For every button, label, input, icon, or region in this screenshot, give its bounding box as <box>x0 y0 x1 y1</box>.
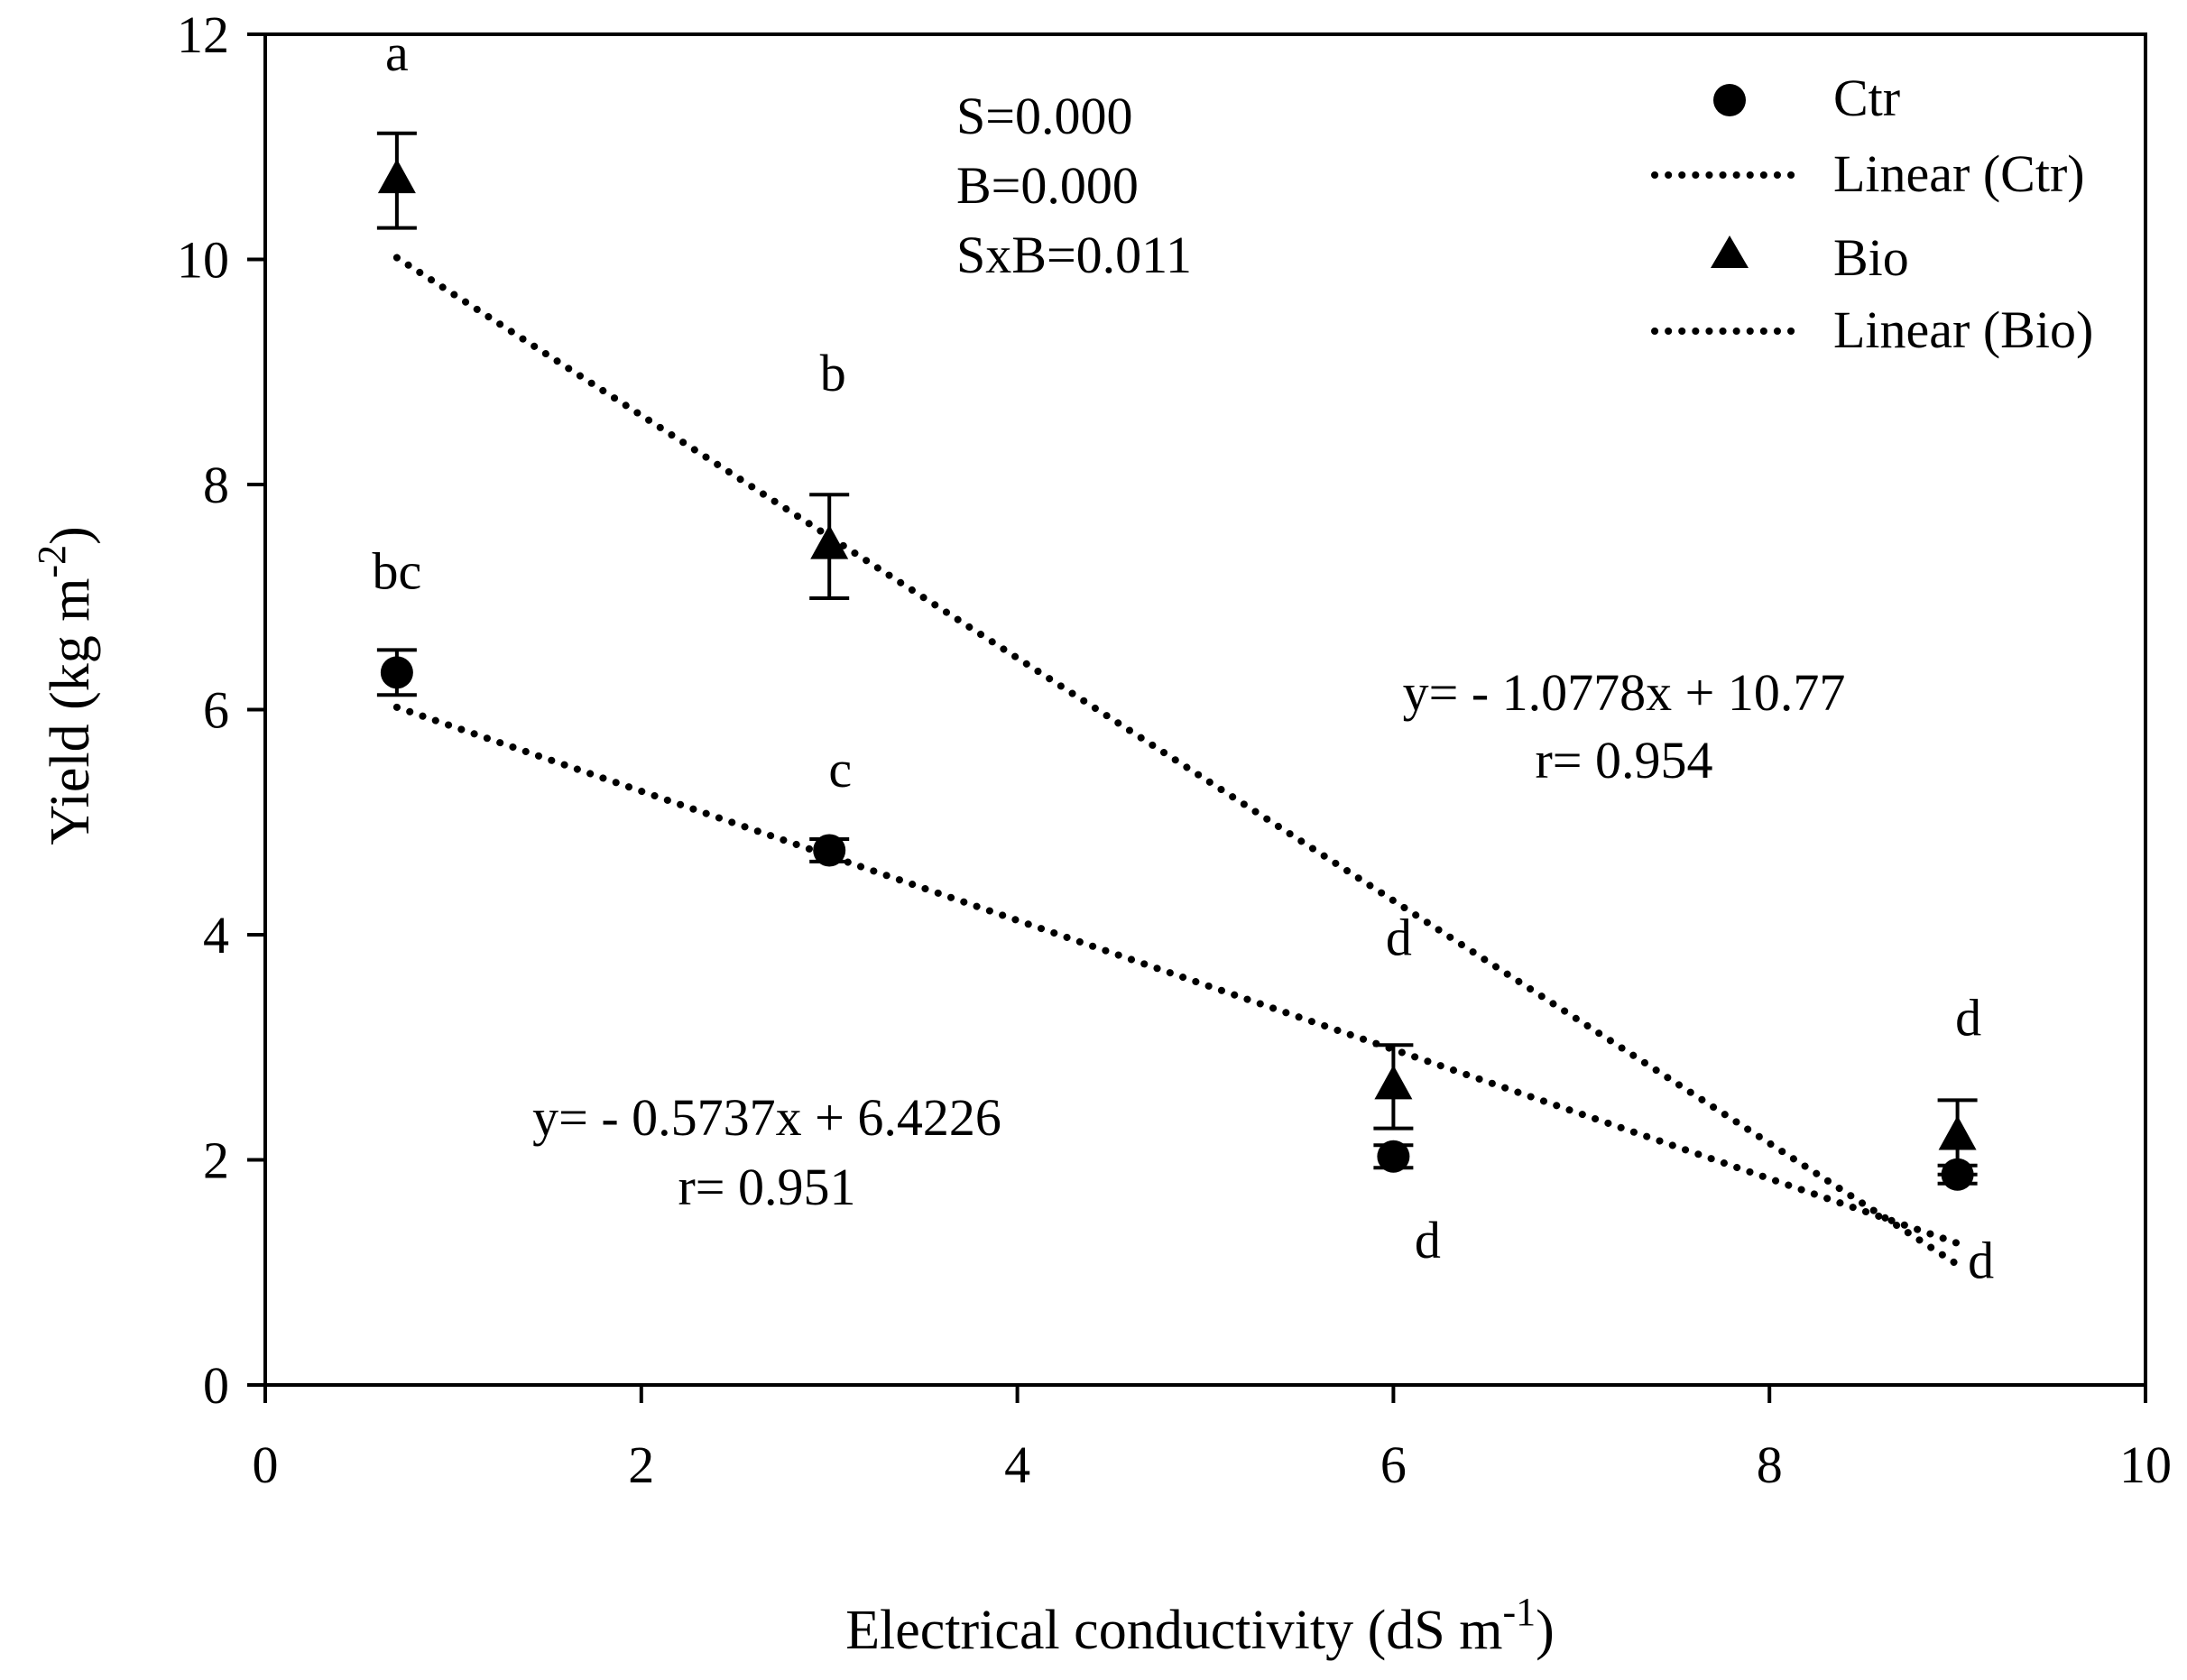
y-tick-label: 10 <box>177 231 229 290</box>
bio-point <box>1938 1115 1977 1150</box>
data-points <box>377 159 1977 1191</box>
legend-bio-label: Bio <box>1833 228 1909 287</box>
bio-r-value: r= 0.954 <box>1535 731 1712 789</box>
y-tick-label: 0 <box>203 1356 229 1415</box>
ctr-point <box>1941 1158 1974 1191</box>
ctr-significance-letter: bc <box>373 541 422 600</box>
significance-letters: bc c d d a b d d <box>373 23 1995 1290</box>
x-tick-label: 10 <box>2119 1435 2172 1494</box>
bio-point <box>1374 1065 1413 1100</box>
legend: Ctr Linear (Ctr) Bio Linear (Bio) <box>1651 69 2093 359</box>
bio-significance-letter: d <box>1955 988 1981 1047</box>
bio-significance-letter: a <box>385 23 409 82</box>
x-tick-label: 2 <box>628 1435 654 1494</box>
annotation-s: S=0.000 <box>956 87 1132 145</box>
y-axis-title: Yield (kg m-2) <box>30 526 101 845</box>
ctr-trendline <box>392 703 1961 1247</box>
legend-ctr-linear-label: Linear (Ctr) <box>1833 144 2085 203</box>
ctr-significance-letter: d <box>1415 1211 1441 1269</box>
trendlines <box>392 254 1961 1269</box>
ctr-point <box>1377 1140 1410 1173</box>
x-tick-label: 0 <box>253 1435 279 1494</box>
bio-point <box>810 524 849 559</box>
bio-trendline <box>392 254 1961 1269</box>
legend-ctr-label: Ctr <box>1833 69 1900 127</box>
annotation-b: B=0.000 <box>956 156 1139 215</box>
x-tick-label: 6 <box>1380 1435 1407 1494</box>
ctr-r-value: r= 0.951 <box>678 1158 855 1216</box>
bio-equation: y= - 1.0778x + 10.77 <box>1403 663 1846 722</box>
y-tick-label: 6 <box>203 681 229 740</box>
y-axis: 0 2 4 6 8 10 12 <box>177 5 265 1415</box>
legend-bio-linear-label: Linear (Bio) <box>1833 300 2093 359</box>
ctr-point <box>380 656 413 689</box>
ctr-significance-letter: c <box>828 740 852 798</box>
x-axis-title: Electrical conductivity (dS m-1) <box>845 1590 1555 1661</box>
y-tick-label: 4 <box>203 906 229 965</box>
ctr-equation: y= - 0.5737x + 6.4226 <box>532 1088 1001 1147</box>
bio-significance-letter: b <box>820 344 846 402</box>
ctr-point <box>813 834 846 867</box>
x-tick-label: 4 <box>1004 1435 1030 1494</box>
legend-ctr-marker <box>1713 84 1746 116</box>
annotation-sxb: SxB=0.011 <box>956 226 1192 284</box>
x-tick-label: 8 <box>1757 1435 1783 1494</box>
ctr-significance-letter: d <box>1968 1232 1994 1290</box>
bio-significance-letter: d <box>1386 908 1412 966</box>
x-axis: 0 2 4 6 8 10 <box>253 1385 2172 1494</box>
legend-bio-marker <box>1711 235 1749 268</box>
y-tick-label: 8 <box>203 456 229 514</box>
bio-point <box>377 159 416 194</box>
y-tick-label: 2 <box>203 1131 229 1190</box>
y-tick-label: 12 <box>177 5 229 64</box>
